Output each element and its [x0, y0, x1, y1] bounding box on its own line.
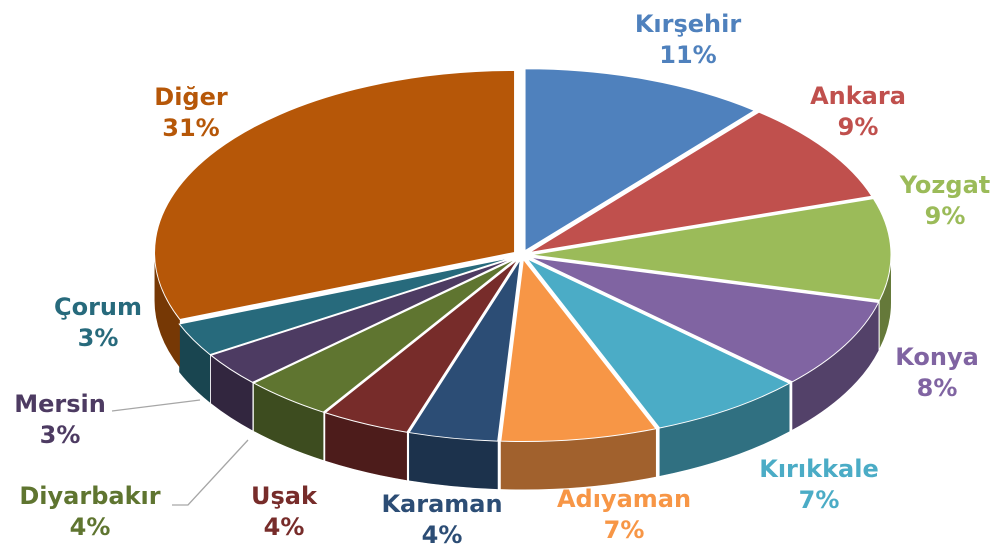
slice-label: Uşak	[251, 482, 318, 510]
slice	[209, 257, 516, 383]
slice	[530, 198, 892, 301]
slice-label: Konya	[895, 343, 979, 371]
slice-value-label: 7%	[799, 486, 840, 514]
slice-side-shade	[659, 383, 790, 476]
slice-side-shade	[179, 324, 211, 403]
slice	[324, 258, 519, 433]
slice-value-label: 9%	[838, 113, 879, 141]
slice-value-label: 11%	[659, 41, 716, 69]
slice	[529, 111, 873, 253]
slice-value-label: 3%	[40, 421, 81, 449]
slice-value-label: 8%	[917, 374, 958, 402]
slice-value-label: 3%	[78, 324, 119, 352]
slice	[524, 68, 756, 252]
slice-side	[325, 412, 407, 481]
slice	[252, 258, 517, 413]
slice-label: Karaman	[381, 490, 502, 518]
slice-label: Diyarbakır	[19, 482, 160, 510]
slice	[408, 259, 521, 442]
slice-label: Çorum	[54, 293, 142, 321]
slice-side	[500, 428, 656, 490]
slice-label: Yozgat	[899, 171, 990, 199]
slice-value-label: 7%	[604, 516, 645, 544]
slice-label: Adıyaman	[557, 485, 691, 513]
slice-side	[659, 383, 790, 476]
slice-value-label: 4%	[422, 521, 463, 549]
slice-side	[210, 355, 253, 431]
slice-side	[409, 432, 498, 490]
slice	[500, 258, 657, 442]
slice-tops	[154, 68, 892, 442]
slice-side-shade	[154, 252, 180, 368]
slice-side-shade	[253, 383, 324, 461]
slice-side-shade	[409, 432, 498, 490]
slice-side	[253, 383, 324, 461]
slice-side-shade	[500, 428, 656, 490]
slice	[178, 256, 515, 356]
slice-side-shade	[210, 355, 253, 431]
slice-value-label: 31%	[162, 114, 219, 142]
slice-label: Mersin	[14, 390, 106, 418]
slice-side	[179, 324, 211, 403]
slice-label: Diğer	[154, 83, 228, 111]
slice-label: Ankara	[810, 82, 906, 110]
slice-value-label: 9%	[925, 202, 966, 230]
labels: Kırşehir 11% Ankara 9% Yozgat 9% Konya 8% Kırıkk…	[14, 10, 990, 549]
slice-value-label: 4%	[264, 513, 305, 541]
slice-side-shade	[792, 302, 879, 430]
leader-line	[172, 439, 249, 506]
slice-value-label: 4%	[70, 513, 111, 541]
slice	[526, 258, 791, 429]
slice-sides	[154, 252, 891, 490]
leader-line	[111, 399, 201, 412]
slice-label: Kırşehir	[635, 10, 742, 38]
slice	[529, 256, 880, 383]
slice-side-shade	[325, 412, 407, 481]
slice-label: Kırıkkale	[759, 455, 879, 483]
slice-side	[792, 302, 879, 430]
slice-side	[154, 252, 180, 368]
slice	[154, 69, 516, 320]
